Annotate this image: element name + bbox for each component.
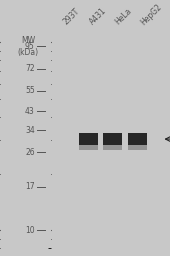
Bar [103, 145, 122, 150]
Text: 293T: 293T [62, 7, 82, 27]
Text: 43: 43 [25, 106, 35, 115]
Text: A431: A431 [88, 6, 108, 27]
Text: MW: MW [21, 36, 35, 45]
Text: 17: 17 [25, 182, 35, 191]
Bar [128, 145, 147, 150]
Bar [79, 145, 98, 150]
Text: (kDa): (kDa) [18, 48, 39, 57]
Text: HeLa: HeLa [113, 7, 133, 27]
Bar [128, 133, 147, 145]
Text: 95: 95 [25, 42, 35, 51]
Text: 10: 10 [25, 226, 35, 234]
Text: 26: 26 [25, 148, 35, 157]
Text: 72: 72 [25, 65, 35, 73]
Bar [103, 133, 122, 145]
Text: HepG2: HepG2 [139, 2, 164, 27]
Text: 34: 34 [25, 126, 35, 135]
Bar [79, 133, 98, 145]
Text: 55: 55 [25, 87, 35, 95]
